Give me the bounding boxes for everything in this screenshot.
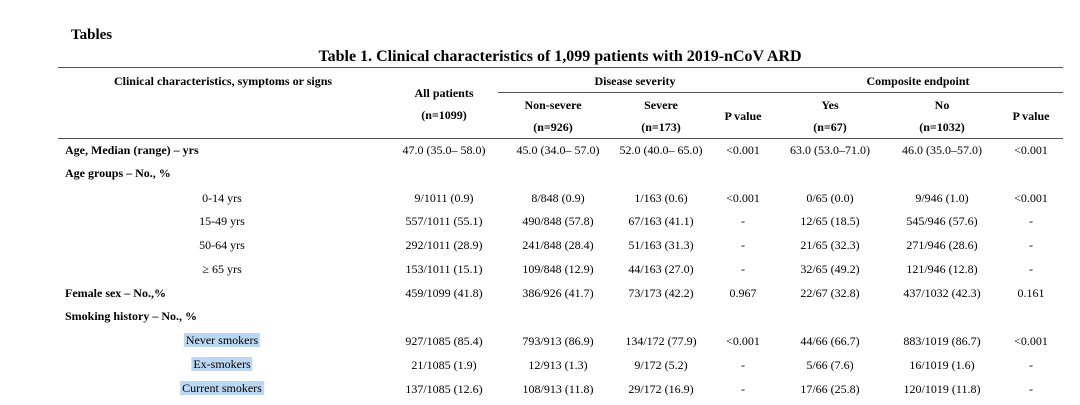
row-label-highlighted: Never smokers — [183, 333, 261, 348]
header-characteristics: Clinical characteristics, symptoms or si… — [113, 74, 333, 88]
cell-yes: 12/65 (18.5) — [800, 214, 860, 228]
cell-non-severe: 45.0 (34.0– 57.0) — [516, 143, 600, 157]
cell-non-severe: 490/848 (57.8) — [522, 214, 594, 228]
header-non-severe: Non-severe — [524, 98, 582, 112]
cell-p-value-severity: - — [741, 238, 745, 252]
cell-p-value-composite: - — [1029, 262, 1033, 276]
cell-yes: 44/66 (66.7) — [800, 334, 860, 348]
cell-p-value-severity: - — [741, 262, 745, 276]
cell-non-severe: 386/926 (41.7) — [522, 286, 594, 300]
header-disease-severity: Disease severity — [594, 74, 676, 88]
row-label: Age, Median (range) – yrs — [65, 143, 199, 157]
section-label-smoking-history: Smoking history – No., % — [65, 309, 198, 323]
cell-p-value-severity: - — [741, 382, 745, 396]
row-label: Female sex – No.,% — [65, 286, 166, 300]
cell-yes: 32/65 (49.2) — [800, 262, 860, 276]
row-label-highlighted: Current smokers — [180, 381, 264, 396]
cell-yes: 22/67 (32.8) — [800, 286, 860, 300]
cell-severe: 51/163 (31.3) — [628, 238, 694, 252]
cell-p-value-composite: <0.001 — [1014, 191, 1048, 205]
row-label: ≥ 65 yrs — [202, 262, 242, 276]
selection-highlight: Ex-smokers — [191, 357, 253, 371]
cell-all-patients: 153/1011 (15.1) — [405, 262, 483, 276]
header-p-value-severity: P value — [724, 109, 762, 123]
section-heading: Tables — [71, 27, 113, 43]
cell-p-value-severity: <0.001 — [726, 334, 760, 348]
composite-endpoint-rule — [770, 92, 1063, 93]
cell-all-patients: 47.0 (35.0– 58.0) — [402, 143, 486, 157]
header-composite-endpoint: Composite endpoint — [866, 74, 970, 88]
cell-all-patients: 21/1085 (1.9) — [411, 358, 477, 372]
cell-p-value-composite: <0.001 — [1014, 334, 1048, 348]
cell-non-severe: 793/913 (86.9) — [522, 334, 594, 348]
cell-no: 121/946 (12.8) — [906, 262, 978, 276]
cell-all-patients: 927/1085 (85.4) — [405, 334, 483, 348]
header-no: No — [934, 98, 950, 112]
cell-severe: 52.0 (40.0– 65.0) — [619, 143, 703, 157]
cell-severe: 44/163 (27.0) — [628, 262, 694, 276]
cell-severe: 9/172 (5.2) — [634, 358, 688, 372]
cell-yes: 63.0 (53.0–71.0) — [790, 143, 870, 157]
header-all-patients-n: (n=1099) — [421, 108, 467, 122]
cell-severe: 29/172 (16.9) — [628, 382, 694, 396]
header-yes: Yes — [821, 98, 839, 112]
cell-p-value-composite: - — [1029, 358, 1033, 372]
cell-p-value-severity: <0.001 — [726, 191, 760, 205]
table-top-rule — [58, 67, 1063, 68]
cell-all-patients: 557/1011 (55.1) — [405, 214, 483, 228]
cell-p-value-composite: <0.001 — [1014, 143, 1048, 157]
cell-all-patients: 137/1085 (12.6) — [405, 382, 483, 396]
cell-all-patients: 292/1011 (28.9) — [405, 238, 483, 252]
cell-p-value-severity: 0.967 — [729, 286, 757, 300]
row-label: 0-14 yrs — [202, 191, 242, 205]
cell-p-value-severity: - — [741, 214, 745, 228]
header-bottom-rule — [58, 138, 1063, 139]
header-all-patients: All patients — [414, 86, 474, 100]
table-title: Table 1. Clinical characteristics of 1,0… — [318, 48, 802, 65]
row-label: 50-64 yrs — [199, 238, 245, 252]
cell-severe: 1/163 (0.6) — [634, 191, 688, 205]
cell-p-value-composite: - — [1029, 238, 1033, 252]
header-non-severe-n: (n=926) — [533, 120, 573, 134]
cell-non-severe: 12/913 (1.3) — [528, 358, 588, 372]
cell-p-value-composite: - — [1029, 382, 1033, 396]
cell-severe: 67/163 (41.1) — [628, 214, 694, 228]
header-yes-n: (n=67) — [813, 120, 847, 134]
cell-yes: 17/66 (25.8) — [800, 382, 860, 396]
cell-no: 120/1019 (11.8) — [903, 382, 981, 396]
cell-yes: 5/66 (7.6) — [806, 358, 854, 372]
cell-no: 271/946 (28.6) — [906, 238, 978, 252]
selection-highlight: Current smokers — [180, 381, 264, 395]
cell-non-severe: 241/848 (28.4) — [522, 238, 594, 252]
header-severe: Severe — [644, 98, 678, 112]
header-severe-n: (n=173) — [641, 120, 681, 134]
cell-yes: 0/65 (0.0) — [806, 191, 854, 205]
cell-non-severe: 8/848 (0.9) — [531, 191, 585, 205]
cell-severe: 73/173 (42.2) — [628, 286, 694, 300]
cell-severe: 134/172 (77.9) — [625, 334, 697, 348]
row-label-highlighted: Ex-smokers — [191, 357, 253, 372]
row-label: 15-49 yrs — [199, 214, 245, 228]
cell-no: 545/946 (57.6) — [906, 214, 978, 228]
cell-p-value-severity: - — [741, 358, 745, 372]
cell-no: 437/1032 (42.3) — [903, 286, 981, 300]
cell-p-value-composite: 0.161 — [1017, 286, 1045, 300]
selection-highlight: Never smokers — [183, 333, 261, 347]
cell-non-severe: 108/913 (11.8) — [522, 382, 594, 396]
cell-yes: 21/65 (32.3) — [800, 238, 860, 252]
cell-non-severe: 109/848 (12.9) — [522, 262, 594, 276]
cell-all-patients: 459/1099 (41.8) — [405, 286, 483, 300]
disease-severity-rule — [498, 92, 825, 93]
cell-all-patients: 9/1011 (0.9) — [414, 191, 474, 205]
header-no-n: (n=1032) — [919, 120, 965, 134]
cell-no: 16/1019 (1.6) — [909, 358, 975, 372]
cell-p-value-severity: <0.001 — [726, 143, 760, 157]
cell-no: 46.0 (35.0–57.0) — [902, 143, 982, 157]
section-label-age-groups: Age groups – No., % — [65, 166, 171, 180]
cell-no: 9/946 (1.0) — [915, 191, 969, 205]
cell-p-value-composite: - — [1029, 214, 1033, 228]
cell-no: 883/1019 (86.7) — [903, 334, 981, 348]
header-p-value-composite: P value — [1012, 109, 1050, 123]
